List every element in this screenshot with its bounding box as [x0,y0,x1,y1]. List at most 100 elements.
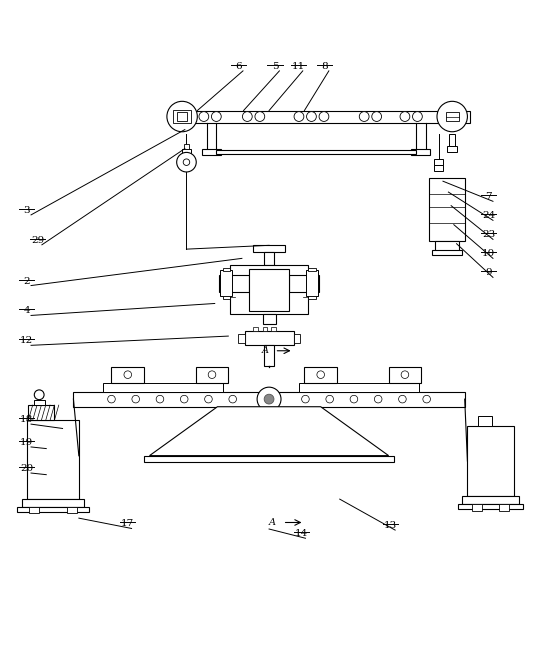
Circle shape [400,112,410,121]
Text: 17: 17 [121,519,134,528]
Circle shape [167,101,197,132]
Circle shape [294,112,304,121]
Bar [478,416,492,426]
Bar [249,269,289,311]
Text: 19: 19 [20,438,33,447]
Text: 2: 2 [24,277,30,286]
Bar [219,275,249,292]
Bar [216,150,416,154]
Text: 9: 9 [485,268,492,277]
Bar [294,334,300,342]
Circle shape [199,112,209,121]
Bar [458,504,523,510]
Circle shape [401,371,409,379]
Circle shape [243,112,252,121]
Bar [253,245,285,252]
Bar [467,426,514,497]
Bar [264,345,274,366]
Text: 8: 8 [321,62,328,71]
Bar [432,250,462,255]
Circle shape [229,395,237,403]
Bar [18,507,88,512]
Bar [411,148,430,155]
Circle shape [132,395,139,403]
Bar [202,148,221,155]
Text: 11: 11 [292,62,305,71]
Bar [429,179,464,241]
Bar [222,296,230,299]
Text: 18: 18 [20,415,33,424]
Text: 23: 23 [482,230,495,239]
Bar [238,334,245,342]
Bar [174,110,470,123]
Text: 6: 6 [236,62,242,71]
Circle shape [108,395,115,403]
Text: 14: 14 [294,530,308,538]
Bar [289,275,320,292]
Text: 24: 24 [482,212,495,221]
Bar [182,148,191,157]
Bar [173,110,191,123]
Bar [253,327,257,331]
Circle shape [374,395,382,403]
Text: 5: 5 [272,62,278,71]
Circle shape [359,112,369,121]
Circle shape [208,371,216,379]
Circle shape [183,159,190,166]
Circle shape [326,395,333,403]
Bar [221,270,232,296]
Bar [103,383,223,392]
Bar [472,504,481,511]
Circle shape [156,395,164,403]
Bar [434,165,443,172]
Bar [33,400,44,405]
Bar [500,504,509,511]
Circle shape [317,371,324,379]
Circle shape [211,112,221,121]
Bar [434,159,443,165]
Bar [74,392,464,407]
Bar [262,327,267,331]
Bar [299,383,418,392]
Text: 4: 4 [24,306,30,315]
Bar [447,146,457,152]
Circle shape [372,112,382,121]
Circle shape [124,371,132,379]
Bar [68,507,77,513]
Circle shape [301,395,309,403]
Bar [184,144,189,148]
Bar [304,366,337,383]
Circle shape [412,112,422,121]
Bar [308,296,316,299]
Text: A: A [269,518,276,527]
Text: 10: 10 [482,250,495,259]
Polygon shape [149,407,389,455]
Circle shape [177,152,196,172]
Bar [245,331,294,345]
Bar [222,268,230,271]
Text: A: A [262,346,269,355]
Bar [389,366,421,383]
Bar [22,499,85,507]
Bar [29,405,54,421]
Bar [262,314,276,324]
Circle shape [34,390,44,400]
Circle shape [255,112,265,121]
Circle shape [437,101,467,132]
Circle shape [350,395,358,403]
Circle shape [205,395,212,403]
Circle shape [181,395,188,403]
Circle shape [319,112,329,121]
Text: 3: 3 [24,206,30,215]
Bar [308,268,316,271]
Bar [29,507,38,513]
Bar [195,366,228,383]
Bar [271,327,276,331]
Text: 12: 12 [20,336,33,345]
Bar [144,455,394,462]
Circle shape [399,395,406,403]
Circle shape [264,394,274,404]
Text: 13: 13 [384,521,397,530]
Bar [27,421,79,499]
Circle shape [257,387,281,411]
